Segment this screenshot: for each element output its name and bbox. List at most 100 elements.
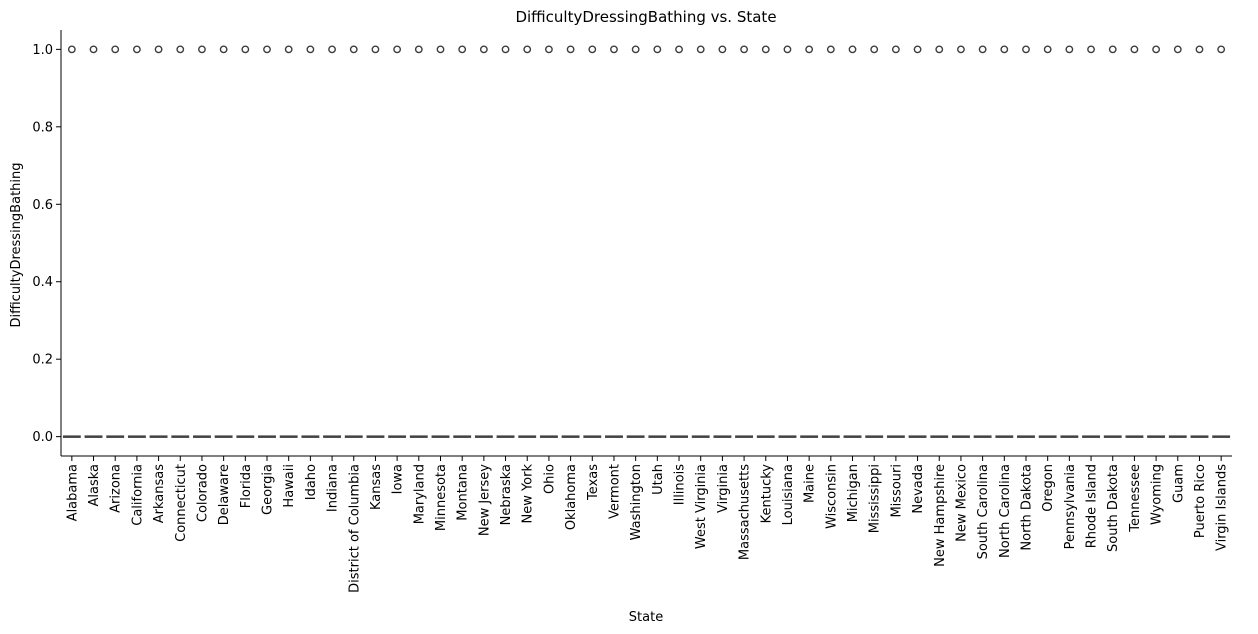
x-tick-label: Alaska (87, 464, 102, 507)
outlier-point (718, 45, 727, 54)
outlier-point (154, 45, 163, 54)
outlier-point (675, 45, 683, 54)
x-tick-label: New York (521, 464, 536, 524)
outlier-point (89, 45, 98, 54)
outlier-point (978, 45, 987, 54)
outlier-point (848, 45, 857, 54)
x-tick-label: Maryland (412, 464, 427, 524)
outlier-point (935, 45, 944, 54)
x-tick-label: Wyoming (1150, 464, 1165, 525)
outlier-point (263, 45, 271, 54)
outlier-point (328, 45, 336, 54)
x-tick-label: North Carolina (998, 464, 1013, 558)
x-tick-label: Texas (586, 464, 601, 501)
outlier-point (219, 45, 228, 54)
x-tick-label: Arkansas (152, 464, 167, 523)
x-tick-label: District of Columbia (347, 464, 362, 593)
outlier-point (957, 45, 965, 54)
x-tick-label: Vermont (607, 464, 622, 519)
outlier-point (1173, 45, 1182, 54)
outlier-point (913, 45, 922, 54)
x-tick-label: Georgia (261, 464, 276, 515)
outlier-point (349, 45, 358, 54)
outlier-point (631, 45, 640, 54)
y-axis-label: DifficultyDressingBathing (9, 162, 24, 327)
outlier-point (132, 45, 141, 54)
outlier-point (1108, 45, 1117, 54)
x-tick-label: Virgin Islands (1215, 464, 1230, 551)
outlier-point (1000, 45, 1009, 54)
x-tick-label: South Carolina (976, 464, 991, 559)
outlier-point (523, 45, 532, 54)
x-tick-label: Oklahoma (564, 464, 579, 530)
outlier-point (458, 45, 467, 54)
outlier-point (566, 45, 575, 54)
x-tick-label: West Virginia (694, 464, 709, 549)
x-tick-label: Utah (651, 464, 666, 495)
x-tick-label: South Dakota (1106, 464, 1121, 552)
x-tick-label: Michigan (846, 464, 861, 522)
outlier-point (761, 45, 770, 54)
outlier-point (783, 45, 792, 54)
x-tick-label: Maine (803, 464, 818, 503)
x-tick-label: Rhode Island (1085, 464, 1100, 548)
outlier-point (545, 45, 553, 54)
outlier-point (1087, 45, 1095, 54)
y-tick-label: 0.8 (32, 120, 53, 135)
x-tick-label: Kansas (369, 464, 384, 510)
outlier-point (1022, 45, 1030, 54)
outlier-point (414, 45, 423, 54)
y-tick-label: 1.0 (32, 43, 53, 58)
x-tick-label: New Mexico (954, 464, 969, 542)
x-tick-label: Missouri (889, 464, 904, 518)
x-tick-label: Montana (456, 464, 471, 521)
x-tick-label: Connecticut (174, 464, 189, 542)
outlier-point (740, 45, 748, 54)
outlier-point (891, 45, 900, 54)
y-axis-label-group: DifficultyDressingBathing (9, 162, 24, 327)
x-tick-label: Oregon (1041, 464, 1056, 512)
x-tick-label: Alabama (65, 464, 80, 521)
y-tick-label: 0.4 (32, 275, 53, 290)
x-tick-label: Illinois (673, 464, 688, 505)
outlier-point (805, 45, 814, 54)
x-tick-label: Pennsylvania (1063, 464, 1078, 549)
y-tick-label: 0.0 (32, 430, 53, 445)
x-tick-label: New Hampshire (933, 464, 948, 567)
x-tick-label: Arizona (109, 464, 124, 513)
x-tick-label: Hawaii (282, 464, 297, 508)
outlier-point (198, 45, 206, 54)
outlier-point (501, 45, 510, 54)
outlier-point (1217, 45, 1226, 54)
outlier-point (176, 45, 185, 54)
x-tick-label: Puerto Rico (1193, 464, 1208, 538)
outlier-point (241, 45, 250, 54)
outlier-point (610, 45, 618, 54)
x-tick-label: New Jersey (477, 464, 492, 536)
outlier-point (588, 45, 597, 54)
x-tick-label: North Dakota (1019, 464, 1034, 551)
outlier-point (371, 45, 380, 54)
outlier-point (306, 45, 315, 54)
outlier-point (653, 45, 662, 54)
x-tick-label: Louisiana (781, 464, 796, 525)
outlier-point (111, 45, 120, 54)
x-tick-label: Iowa (391, 464, 406, 494)
outlier-point (1130, 45, 1139, 54)
x-tick-label: Nevada (911, 464, 926, 514)
x-tick-label: Minnesota (434, 464, 449, 531)
x-tick-label: Tennessee (1128, 464, 1143, 533)
x-tick-label: Delaware (217, 464, 232, 525)
chart-title: DifficultyDressingBathing vs. State (515, 8, 776, 26)
outlier-point (1043, 45, 1052, 54)
plot-area: 0.0 0.2 0.4 0.6 0.8 1.0 Alabama Alaska Arizona Ca… (32, 30, 1232, 593)
x-tick-label: Mississippi (868, 464, 883, 533)
x-tick-label: Washington (629, 464, 644, 540)
outlier-point (1152, 45, 1161, 54)
outlier-point (67, 45, 76, 54)
outlier-point (1195, 45, 1204, 54)
x-axis-label: State (629, 610, 663, 625)
outlier-point (696, 45, 705, 54)
outlier-point (870, 45, 879, 54)
